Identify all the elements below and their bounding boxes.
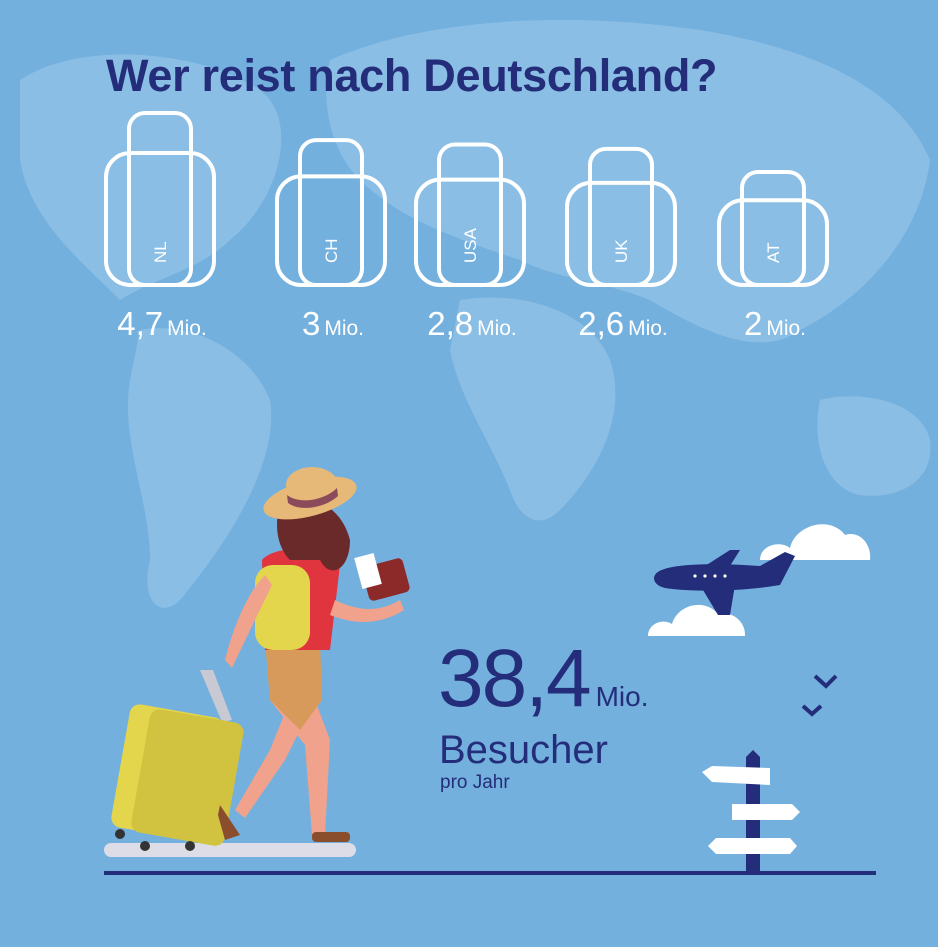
value-unit: Mio. [766,317,807,340]
value-unit: Mio. [628,317,668,340]
bag-value: 2,8 Mio. [427,305,517,343]
value-number: 2 [743,305,763,342]
bag-value: 4,7 Mio. [117,305,207,343]
value-unit: Mio. [167,317,207,340]
suitcase-icon [717,198,829,287]
value-number: 2,6 [578,305,625,342]
bag-label: AT [764,243,783,263]
airplane-icon [654,550,795,615]
suitcase-icon [104,151,216,287]
cloud-icon [760,524,871,560]
bag-value: 2 Mio. [744,305,806,343]
suitcase-icon [414,177,526,287]
signpost-icon [702,750,800,875]
bag-label: USA [461,227,480,263]
value-number: 3 [301,305,321,342]
value-number: 2,8 [427,305,474,342]
bag-uk: UK [565,146,677,288]
bird-icon [801,674,838,717]
total-sublabel: pro Jahr [440,772,510,793]
bag-nl: NL [104,111,216,287]
value-unit: Mio. [477,317,517,340]
total-label: Besucher [439,728,608,772]
shadow [104,843,356,857]
cloud-icon [648,604,746,636]
total-visitors: 38,4 Mio. [438,632,649,726]
page-title: Wer reist nach Deutschland? [106,50,718,101]
total-unit: Mio. [595,681,649,712]
traveler-illustration [111,467,410,851]
bag-usa: USA [414,142,526,287]
bag-value: 2,6 Mio. [578,305,668,343]
bag-label: NL [151,241,170,263]
value-unit: Mio. [324,317,365,340]
suitcase-icon [565,180,677,288]
bag-value: 3 Mio. [302,305,364,343]
bag-label: UK [612,239,631,263]
bag-ch: CH [275,138,387,287]
ground-line [104,871,876,875]
total-value: 38,4 [438,633,592,724]
bag-chart: NL CH USA UK AT [104,111,829,288]
suitcase-icon [275,174,387,287]
bag-at: AT [717,170,829,287]
value-number: 4,7 [117,305,164,342]
bag-label: CH [322,238,341,263]
